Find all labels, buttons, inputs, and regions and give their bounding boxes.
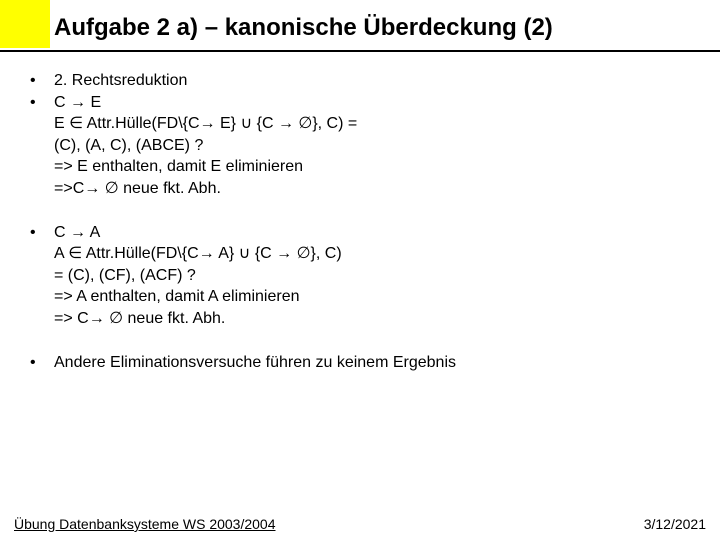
- bullet-marker: [30, 243, 54, 265]
- line-text: 2. Rechtsreduktion: [54, 70, 690, 92]
- content-line: •C → E: [30, 92, 690, 114]
- content-line: = (C), (CF), (ACF) ?: [30, 265, 690, 287]
- content-line: => C→ ∅ neue fkt. Abh.: [30, 308, 690, 330]
- bullet-marker: [30, 286, 54, 308]
- line-text: E ∈ Attr.Hülle(FD\{C→ E} ∪ {C → ∅}, C) =: [54, 113, 690, 135]
- footer: Übung Datenbanksysteme WS 2003/2004 3/12…: [0, 516, 720, 532]
- footer-right: 3/12/2021: [644, 516, 706, 532]
- title-area: Aufgabe 2 a) – kanonische Überdeckung (2…: [0, 0, 720, 48]
- bullet-marker: [30, 156, 54, 178]
- line-text: A ∈ Attr.Hülle(FD\{C→ A} ∪ {C → ∅}, C): [54, 243, 690, 265]
- content-line: •2. Rechtsreduktion: [30, 70, 690, 92]
- bullet-marker: [30, 265, 54, 287]
- line-text: (C), (A, C), (ABCE) ?: [54, 135, 690, 157]
- page-title: Aufgabe 2 a) – kanonische Überdeckung (2…: [54, 14, 553, 41]
- content-line: E ∈ Attr.Hülle(FD\{C→ E} ∪ {C → ∅}, C) =: [30, 113, 690, 135]
- content-line: (C), (A, C), (ABCE) ?: [30, 135, 690, 157]
- content-block: •Andere Eliminationsversuche führen zu k…: [30, 352, 690, 374]
- content-line: => E enthalten, damit E eliminieren: [30, 156, 690, 178]
- line-text: => A enthalten, damit A eliminieren: [54, 286, 690, 308]
- bullet-marker: [30, 308, 54, 330]
- bullet-marker: •: [30, 92, 54, 114]
- line-text: => C→ ∅ neue fkt. Abh.: [54, 308, 690, 330]
- accent-block: [0, 0, 50, 48]
- bullet-marker: •: [30, 70, 54, 92]
- bullet-marker: [30, 135, 54, 157]
- footer-left: Übung Datenbanksysteme WS 2003/2004: [14, 516, 276, 532]
- content-line: A ∈ Attr.Hülle(FD\{C→ A} ∪ {C → ∅}, C): [30, 243, 690, 265]
- line-text: Andere Eliminationsversuche führen zu ke…: [54, 352, 690, 374]
- bullet-marker: [30, 113, 54, 135]
- line-text: => E enthalten, damit E eliminieren: [54, 156, 690, 178]
- bullet-marker: [30, 178, 54, 200]
- content-area: •2. Rechtsreduktion•C → EE ∈ Attr.Hülle(…: [0, 52, 720, 373]
- line-text: =>C→ ∅ neue fkt. Abh.: [54, 178, 690, 200]
- content-line: =>C→ ∅ neue fkt. Abh.: [30, 178, 690, 200]
- content-line: •Andere Eliminationsversuche führen zu k…: [30, 352, 690, 374]
- content-block: •2. Rechtsreduktion•C → EE ∈ Attr.Hülle(…: [30, 70, 690, 200]
- bullet-marker: •: [30, 222, 54, 244]
- line-text: C → A: [54, 222, 690, 244]
- content-line: •C → A: [30, 222, 690, 244]
- content-block: •C → AA ∈ Attr.Hülle(FD\{C→ A} ∪ {C → ∅}…: [30, 222, 690, 330]
- line-text: C → E: [54, 92, 690, 114]
- bullet-marker: •: [30, 352, 54, 374]
- content-line: => A enthalten, damit A eliminieren: [30, 286, 690, 308]
- line-text: = (C), (CF), (ACF) ?: [54, 265, 690, 287]
